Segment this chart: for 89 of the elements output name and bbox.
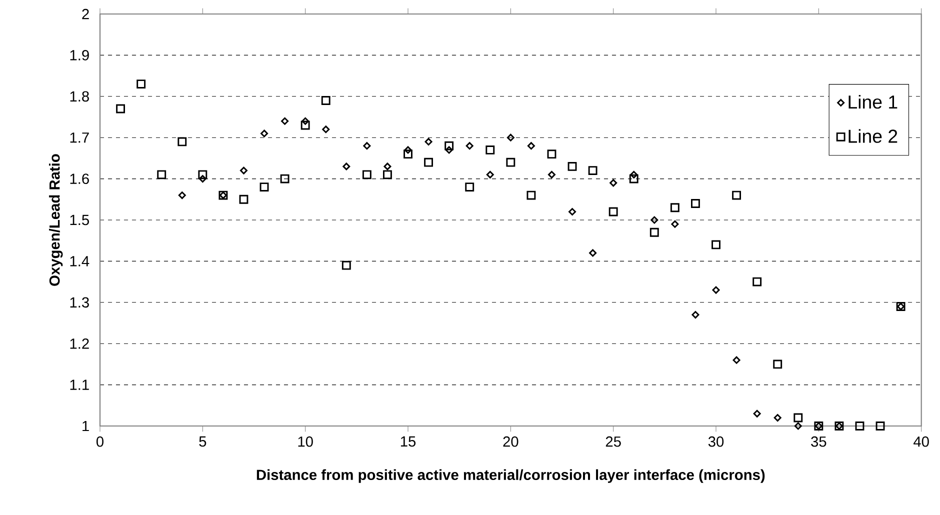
- point: [362, 170, 372, 180]
- point: [589, 249, 597, 257]
- point: [547, 150, 556, 159]
- point: [752, 277, 762, 286]
- x-axis-title: Distance from positive active material/corrosion layer interface (microns): [256, 469, 765, 483]
- x-tick-label: 40: [914, 436, 929, 447]
- point: [404, 146, 412, 154]
- y-tick-label: 1.5: [70, 214, 89, 226]
- y-tick-label: 1.6: [70, 174, 89, 184]
- point: [670, 203, 680, 212]
- x-tick-label: 35: [811, 436, 826, 447]
- point: [342, 260, 351, 270]
- point: [794, 413, 803, 422]
- y-tick-label: 1.1: [70, 380, 89, 390]
- point: [178, 137, 187, 146]
- legend-label: Line 2: [848, 129, 898, 143]
- point: [794, 422, 802, 430]
- point: [855, 422, 864, 430]
- point: [445, 146, 453, 154]
- point: [384, 162, 392, 170]
- y-axis-title: Oxygen/Lead Ratio: [48, 154, 63, 286]
- y-tick-label: 2: [82, 8, 89, 20]
- y-tick-label: 1.2: [70, 338, 89, 349]
- point: [322, 126, 330, 134]
- point: [239, 194, 248, 204]
- point: [506, 134, 514, 142]
- point: [116, 104, 125, 114]
- point: [260, 182, 269, 192]
- x-tick-label: 30: [708, 436, 724, 447]
- point: [302, 117, 310, 125]
- point: [773, 360, 782, 369]
- point: [630, 170, 638, 178]
- point: [568, 162, 577, 171]
- y-tick-label: 1.3: [70, 297, 89, 308]
- point: [692, 311, 700, 319]
- point: [424, 158, 434, 167]
- point: [342, 162, 350, 170]
- point: [650, 228, 659, 237]
- x-tick-label: 20: [503, 436, 518, 447]
- point: [486, 170, 494, 178]
- point: [506, 158, 516, 167]
- point: [240, 166, 248, 174]
- point: [486, 145, 495, 154]
- x-tick-label: 5: [199, 436, 206, 447]
- point: [198, 175, 206, 183]
- point: [466, 142, 474, 150]
- point: [281, 117, 289, 125]
- legend-label: Line 1: [848, 94, 898, 109]
- point: [465, 182, 474, 192]
- point: [321, 96, 330, 105]
- point: [610, 179, 618, 187]
- point: [424, 138, 432, 146]
- y-tick-label: 1.4: [70, 256, 90, 266]
- point: [650, 216, 658, 224]
- point: [383, 170, 392, 180]
- point: [753, 410, 761, 418]
- point: [178, 192, 186, 200]
- point: [404, 150, 412, 159]
- point: [363, 142, 371, 150]
- point: [548, 170, 556, 178]
- x-tick-label: 0: [96, 436, 104, 447]
- point: [608, 207, 618, 216]
- point: [260, 130, 268, 138]
- point: [280, 174, 290, 184]
- point: [712, 286, 720, 294]
- point: [568, 208, 576, 216]
- point: [157, 170, 166, 180]
- x-tick-label: 25: [606, 436, 621, 447]
- y-tick-label: 1.7: [70, 132, 89, 143]
- point: [588, 166, 598, 176]
- x-tick-label: 15: [400, 436, 416, 447]
- y-tick-label: 1: [82, 420, 89, 432]
- y-tick-label: 1.9: [70, 50, 89, 60]
- point: [712, 240, 720, 250]
- point: [629, 174, 638, 184]
- point: [300, 120, 310, 130]
- point: [876, 422, 885, 430]
- point: [671, 220, 679, 228]
- x-tick-label: 10: [298, 436, 313, 447]
- point: [198, 170, 208, 180]
- point: [691, 199, 700, 208]
- point: [732, 190, 741, 200]
- point: [774, 414, 782, 422]
- point: [527, 142, 535, 150]
- point: [136, 80, 146, 89]
- y-tick-label: 1.8: [70, 91, 89, 102]
- point: [444, 141, 454, 150]
- point: [526, 190, 536, 200]
- point: [732, 356, 740, 364]
